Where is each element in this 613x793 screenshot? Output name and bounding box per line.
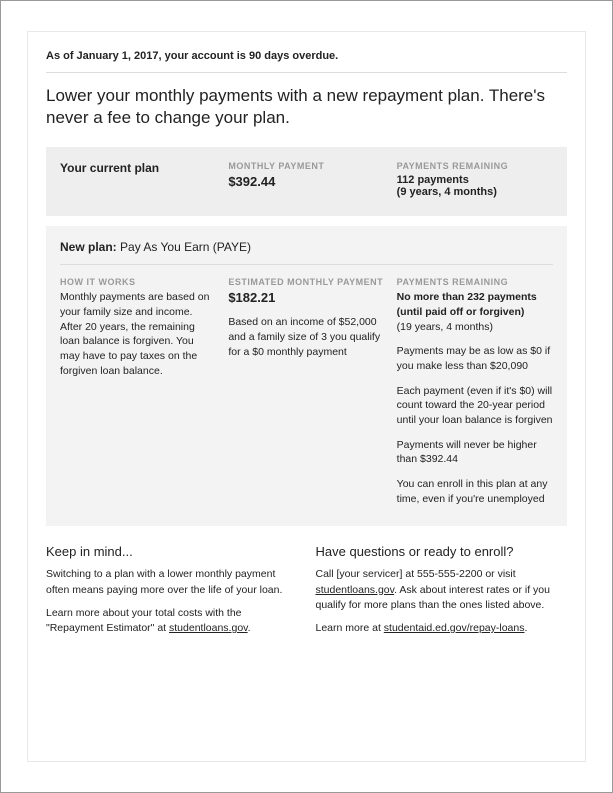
payments-remaining-label: PAYMENTS REMAINING (397, 161, 553, 171)
new-remaining-p2: Each payment (even if it's $0) will coun… (397, 384, 553, 428)
new-plan-header: New plan: Pay As You Earn (PAYE) (60, 240, 553, 265)
studentloans-link[interactable]: studentloans.gov (169, 622, 248, 634)
questions-p1: Call [your servicer] at 555-555-2200 or … (316, 567, 568, 613)
keep-in-mind-p1: Switching to a plan with a lower monthly… (46, 567, 298, 597)
bottom-section: Keep in mind... Switching to a plan with… (46, 544, 567, 644)
keep-in-mind-heading: Keep in mind... (46, 544, 298, 559)
how-it-works-label: HOW IT WORKS (60, 277, 216, 287)
new-remaining-bold1: No more than 232 payments (until paid of… (397, 291, 537, 318)
monthly-payment-value: $392.44 (228, 174, 384, 189)
how-it-works-text: Monthly payments are based on your famil… (60, 290, 216, 378)
overdue-notice: As of January 1, 2017, your account is 9… (46, 50, 567, 73)
studentloans-link-2[interactable]: studentloans.gov (316, 584, 395, 596)
new-plan-name: Pay As You Earn (PAYE) (120, 240, 251, 254)
est-payment-text: Based on an income of $52,000 and a fami… (228, 315, 384, 359)
est-payment-label: ESTIMATED MONTHLY PAYMENT (228, 277, 384, 287)
questions-heading: Have questions or ready to enroll? (316, 544, 568, 559)
current-plan-label: Your current plan (60, 161, 216, 175)
payments-remaining-value: 112 payments (397, 174, 553, 186)
new-remaining-p4: You can enroll in this plan at any time,… (397, 477, 553, 506)
new-plan-prefix: New plan: (60, 240, 117, 254)
new-plan-panel: New plan: Pay As You Earn (PAYE) HOW IT … (46, 226, 567, 526)
current-plan-panel: Your current plan MONTHLY PAYMENT $392.4… (46, 147, 567, 216)
new-remaining-bold2: (19 years, 4 months) (397, 321, 493, 333)
monthly-payment-label: MONTHLY PAYMENT (228, 161, 384, 171)
est-payment-value: $182.21 (228, 290, 384, 305)
new-remaining-p1: Payments may be as low as $0 if you make… (397, 344, 553, 373)
studentaid-link[interactable]: studentaid.ed.gov/repay-loans (384, 622, 525, 634)
payments-remaining-sub: (9 years, 4 months) (397, 186, 553, 198)
headline: Lower your monthly payments with a new r… (46, 85, 567, 129)
keep-in-mind-p2: Learn more about your total costs with t… (46, 606, 298, 636)
questions-p2: Learn more at studentaid.ed.gov/repay-lo… (316, 621, 568, 636)
new-remaining-p3: Payments will never be higher than $392.… (397, 438, 553, 467)
new-remaining-label: PAYMENTS REMAINING (397, 277, 553, 287)
